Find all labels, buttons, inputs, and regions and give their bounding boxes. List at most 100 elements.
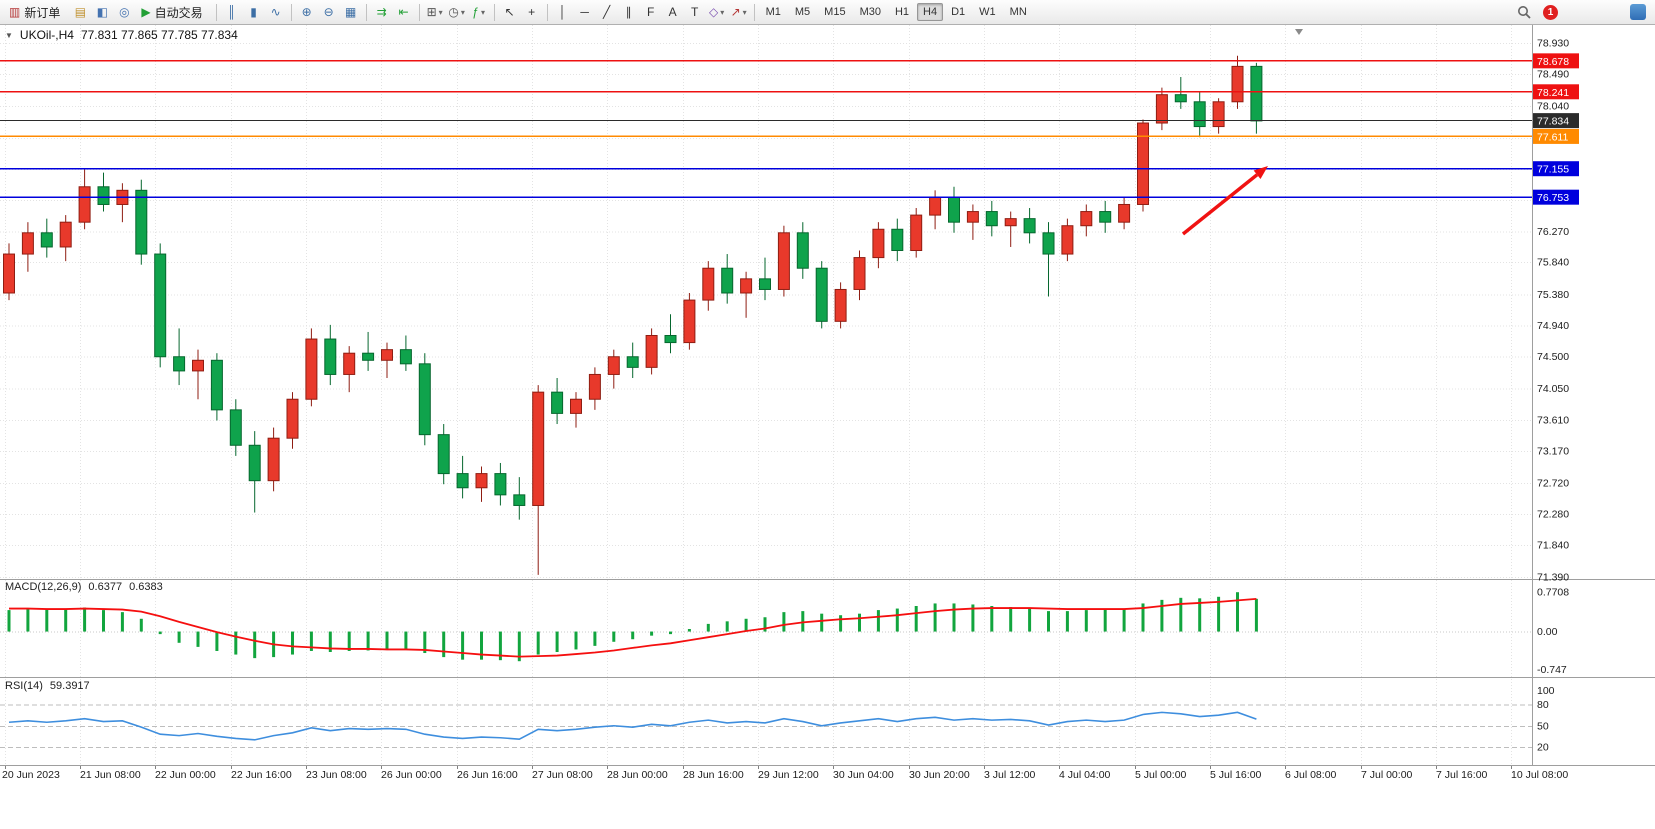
dropdown-caret-icon[interactable]: ▾: [742, 7, 747, 17]
price-tag-label: 78.678: [1537, 56, 1569, 68]
candle-body: [135, 189, 148, 255]
candle-body: [777, 232, 790, 290]
cursor-icon-glyph: ↖: [504, 5, 515, 19]
candle-body: [834, 288, 847, 322]
candle-body: [721, 267, 734, 294]
candle-body: [324, 338, 337, 375]
dropdown-caret-icon[interactable]: ▾: [480, 7, 485, 17]
candle-body: [872, 228, 885, 259]
candle-body: [399, 349, 412, 365]
profiles-icon[interactable]: ◷ ▾: [447, 2, 467, 22]
fibonacci-icon[interactable]: F: [641, 2, 661, 22]
community-icon[interactable]: [1630, 4, 1646, 20]
chart-shift-marker-icon[interactable]: [1295, 29, 1303, 35]
candle-body: [456, 473, 469, 489]
vertical-line-icon[interactable]: │: [553, 2, 573, 22]
new-chart-icon[interactable]: ⊞ ▾: [425, 2, 445, 22]
timeframe-h1-button[interactable]: H1: [894, 6, 910, 18]
time-axis-label: 30 Jun 20:00: [909, 769, 970, 781]
indicators-list-icon[interactable]: ƒ ▾: [469, 2, 489, 22]
cursor-icon[interactable]: ↖: [500, 2, 520, 22]
chart-shift-icon[interactable]: ⇤: [394, 2, 414, 22]
zoom-out-icon[interactable]: ⊖: [319, 2, 339, 22]
time-axis-label: 20 Jun 2023: [2, 769, 60, 781]
price-axis-label: 78.040: [1537, 101, 1569, 113]
timeframe-d1-button[interactable]: D1: [951, 6, 966, 18]
price-axis-label: 78.490: [1537, 69, 1569, 81]
trendline-icon[interactable]: ╱: [597, 2, 617, 22]
timeframe-w1-button[interactable]: W1: [979, 6, 996, 18]
timeframe-m30-button[interactable]: M30: [859, 6, 881, 18]
candle-body: [740, 278, 753, 294]
dropdown-caret-icon[interactable]: ▾: [460, 7, 465, 17]
price-axis-label: 74.050: [1537, 383, 1569, 395]
candle-body: [1099, 211, 1112, 223]
arrows-icon[interactable]: ↗ ▾: [729, 2, 749, 22]
price-axis-label: 74.940: [1537, 320, 1569, 332]
candle-body: [21, 232, 34, 255]
time-axis-label: 5 Jul 16:00: [1210, 769, 1262, 781]
new-order-button-label: 新订单: [24, 5, 61, 20]
shapes-icon[interactable]: ◇ ▾: [707, 2, 727, 22]
crosshair-icon[interactable]: +: [522, 2, 542, 22]
price-axis-label: 72.280: [1537, 508, 1569, 520]
time-axis-label: 26 Jun 00:00: [381, 769, 442, 781]
candle-body: [418, 363, 431, 436]
autotrading-button[interactable]: ▶ 自动交易: [136, 1, 210, 24]
timeframe-mn-button[interactable]: MN: [1009, 6, 1027, 18]
candle-body: [40, 232, 53, 248]
collapse-icon[interactable]: ▼: [5, 30, 13, 40]
text-icon[interactable]: A: [663, 2, 683, 22]
price-axis-label: 75.840: [1537, 256, 1569, 268]
tile-windows-icon[interactable]: ▦: [341, 2, 361, 22]
candle-body: [551, 391, 564, 414]
channel-icon-glyph: ∥: [625, 5, 632, 19]
data-window-icon[interactable]: ◧: [92, 2, 112, 22]
candle-body: [664, 334, 677, 344]
chart-canvas[interactable]: 20 Jun 2023 21 Jun 08:00 22 Jun 00:00 22 Ju…: [0, 25, 1655, 829]
candle-body: [78, 186, 91, 223]
zoom-in-icon[interactable]: ⊕: [297, 2, 317, 22]
dropdown-caret-icon[interactable]: ▾: [720, 7, 725, 17]
dropdown-caret-icon[interactable]: ▾: [438, 7, 443, 17]
time-axis-label: 22 Jun 16:00: [231, 769, 292, 781]
channel-icon[interactable]: ∥: [619, 2, 639, 22]
timeframe-h4-button[interactable]: H4: [917, 3, 944, 21]
timeframe-m15-button[interactable]: M15: [824, 6, 846, 18]
profiles-icon-glyph: ◷: [448, 5, 459, 19]
data-window-icon-glyph: ◧: [96, 5, 109, 19]
label-icon[interactable]: T: [685, 2, 705, 22]
horizontal-line-icon[interactable]: ─: [575, 2, 595, 22]
price-tag: [1533, 53, 1579, 69]
toolbar-separator: [418, 3, 420, 21]
new-order-button[interactable]: ▥ 新订单: [4, 1, 68, 24]
navigator-icon[interactable]: ◎: [114, 2, 134, 22]
notification-badge[interactable]: 1: [1543, 4, 1558, 20]
candlestick-mode-icon[interactable]: ▮: [244, 2, 264, 22]
rsi-axis-label: 20: [1537, 741, 1549, 753]
line-chart-mode-icon[interactable]: ∿: [266, 2, 286, 22]
bar-chart-mode-icon[interactable]: ║: [222, 2, 242, 22]
timeframe-m1-button[interactable]: M1: [765, 6, 781, 18]
price-axis-label: 76.270: [1537, 226, 1569, 238]
candle-body: [475, 473, 488, 489]
auto-scroll-icon[interactable]: ⇉: [372, 2, 392, 22]
search-icon[interactable]: [1514, 2, 1534, 22]
trend-arrow-line[interactable]: [1181, 173, 1259, 236]
market-watch-icon[interactable]: ▤: [70, 2, 90, 22]
macd-axis-label: 0.00: [1537, 626, 1558, 638]
horizontal-line-icon-glyph: ─: [580, 5, 589, 19]
trend-arrow-head[interactable]: [1253, 166, 1268, 180]
candle-body: [626, 356, 639, 368]
candle-body: [1004, 218, 1017, 227]
time-axis-label: 23 Jun 08:00: [306, 769, 367, 781]
price-axis-label: 71.840: [1537, 540, 1569, 552]
candle-body: [1118, 203, 1131, 223]
time-axis-label: 5 Jul 00:00: [1135, 769, 1187, 781]
rsi-axis-label: 50: [1537, 720, 1549, 732]
macd-signal-line: [9, 597, 1257, 658]
candle-body: [1080, 211, 1093, 227]
toolbar-items: ▥ 新订单 ▤ ◧ ◎ ▶ 自动交易 ║ ▮ ∿ ⊕ ⊖ ▦ ⇉ ⇤ ⊞ ▾ ◷ ▾ ƒ ▾ ↖ + │ ─ ╱ ∥ F A T ◇ ▾ ↗ ▾ M…: [3, 0, 1034, 24]
time-axis-label: 29 Jun 12:00: [758, 769, 819, 781]
timeframe-m5-button[interactable]: M5: [794, 6, 811, 18]
